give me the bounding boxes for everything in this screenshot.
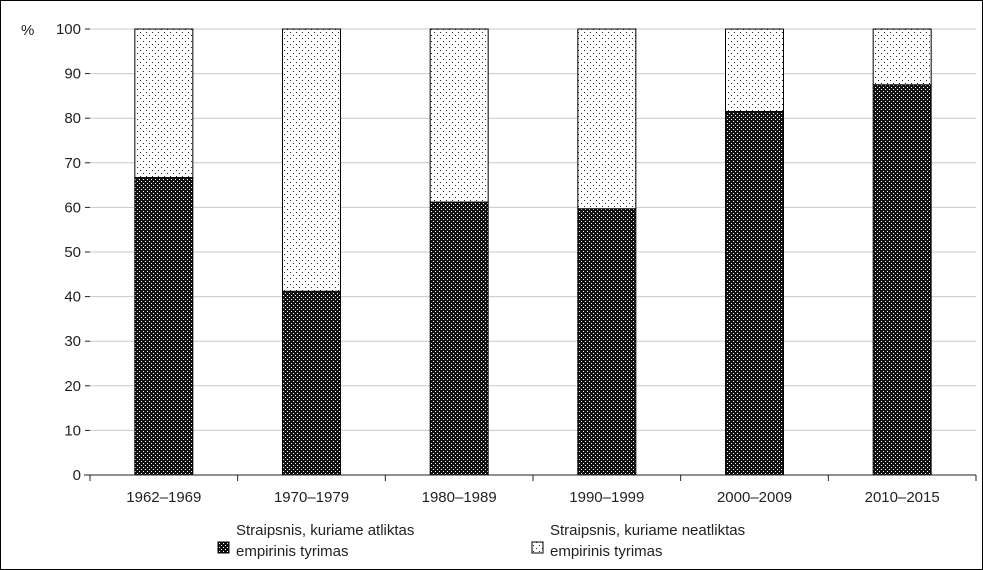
bar-empirical-4 [577,208,637,476]
y-tick-label: 30 [64,333,81,350]
y-axis-unit-label: % [21,22,34,39]
tick-labels: 0 10 20 30 40 50 60 70 80 90 100 1962–1969 1970–1979… [56,21,940,506]
legend: Straipsnis, kuriame atliktas empirinis ty… [217,522,745,560]
bar-non-empirical-6 [872,28,932,86]
y-tick-label: 10 [64,422,81,439]
legend-label: Straipsnis, kuriame neatliktas [550,522,745,539]
legend-label: Straipsnis, kuriame atliktas [236,522,414,539]
y-tick-label: 100 [56,21,81,38]
y-tick-label: 70 [64,155,81,172]
y-tick-label: 50 [64,244,81,261]
bar-non-empirical-5 [725,28,784,113]
y-tick-label: 80 [64,110,81,127]
x-tick-label: 1980–1989 [422,489,497,506]
x-tick-label: 2000–2009 [717,489,792,506]
bar-empirical-1 [134,177,194,476]
bar-non-empirical-3 [429,28,489,203]
bar-non-empirical-2 [282,28,341,292]
bar-empirical-5 [725,111,784,476]
legend-swatch-non-empirical [531,541,544,554]
bar-non-empirical-1 [134,28,194,179]
legend-label: empirinis tyrimas [236,543,349,560]
gridlines [90,28,976,431]
bar-non-empirical-4 [577,28,637,210]
y-tick-label: 0 [73,467,81,484]
x-tick-label: 1990–1999 [569,489,644,506]
y-tick-label: 40 [64,289,81,306]
y-tick-label: 60 [64,199,81,216]
x-tick-label: 2010–2015 [865,489,940,506]
bar-empirical-6 [872,84,932,476]
y-tick-label: 90 [64,66,81,83]
y-tick-label: 20 [64,378,81,395]
x-tick-label: 1962–1969 [126,489,201,506]
axes [84,28,977,481]
bar-empirical-3 [429,201,489,476]
bar-empirical-2 [282,290,341,476]
bars [134,28,932,476]
legend-label: empirinis tyrimas [550,543,663,560]
legend-swatch-empirical [217,541,230,554]
x-tick-label: 1970–1979 [274,489,349,506]
